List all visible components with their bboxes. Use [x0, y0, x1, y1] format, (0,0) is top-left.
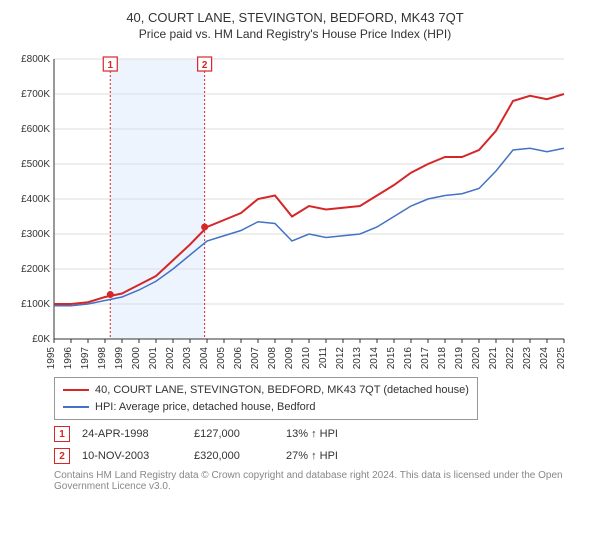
svg-text:£600K: £600K: [21, 124, 50, 135]
footer-note: Contains HM Land Registry data © Crown c…: [54, 470, 574, 492]
svg-text:2011: 2011: [318, 347, 329, 369]
sale-marker: 1: [54, 426, 70, 442]
sale-pct: 27% ↑ HPI: [286, 450, 366, 462]
svg-text:2025: 2025: [556, 347, 567, 369]
svg-text:£300K: £300K: [21, 229, 50, 240]
svg-text:2023: 2023: [522, 347, 533, 369]
sale-row: 2 10-NOV-2003 £320,000 27% ↑ HPI: [54, 448, 580, 464]
svg-text:2000: 2000: [131, 347, 142, 369]
svg-text:1998: 1998: [97, 347, 108, 369]
svg-text:2020: 2020: [471, 347, 482, 369]
svg-text:£100K: £100K: [21, 299, 50, 310]
svg-text:£0K: £0K: [32, 334, 50, 345]
svg-text:2006: 2006: [233, 347, 244, 369]
svg-text:2009: 2009: [284, 347, 295, 369]
sale-price: £320,000: [194, 450, 274, 462]
sale-date: 24-APR-1998: [82, 428, 182, 440]
svg-text:2002: 2002: [165, 347, 176, 369]
sales-table: 1 24-APR-1998 £127,000 13% ↑ HPI 2 10-NOV-200…: [54, 426, 580, 464]
svg-text:£400K: £400K: [21, 194, 50, 205]
svg-text:2: 2: [202, 60, 208, 71]
svg-text:2016: 2016: [403, 347, 414, 369]
legend: 40, COURT LANE, STEVINGTON, BEDFORD, MK4…: [54, 377, 478, 420]
svg-text:2001: 2001: [148, 347, 159, 369]
svg-text:2022: 2022: [505, 347, 516, 369]
legend-label: 40, COURT LANE, STEVINGTON, BEDFORD, MK4…: [95, 382, 469, 399]
svg-text:2021: 2021: [488, 347, 499, 369]
page-subtitle: Price paid vs. HM Land Registry's House …: [10, 27, 580, 41]
legend-swatch: [63, 406, 89, 408]
price-chart: £0K £100K £200K £300K £400K £500K £600K £700K £8…: [10, 49, 570, 369]
sale-pct: 13% ↑ HPI: [286, 428, 366, 440]
svg-text:2005: 2005: [216, 347, 227, 369]
sale-marker: 2: [54, 448, 70, 464]
svg-text:2014: 2014: [369, 347, 380, 369]
svg-text:2019: 2019: [454, 347, 465, 369]
svg-text:2012: 2012: [335, 347, 346, 369]
svg-text:2004: 2004: [199, 347, 210, 369]
svg-text:2003: 2003: [182, 347, 193, 369]
sale-date: 10-NOV-2003: [82, 450, 182, 462]
svg-text:1995: 1995: [46, 347, 57, 369]
page-title: 40, COURT LANE, STEVINGTON, BEDFORD, MK4…: [10, 10, 580, 25]
legend-swatch: [63, 389, 89, 391]
svg-text:£700K: £700K: [21, 89, 50, 100]
svg-text:£500K: £500K: [21, 159, 50, 170]
svg-text:2008: 2008: [267, 347, 278, 369]
svg-text:1: 1: [107, 60, 113, 71]
svg-text:1999: 1999: [114, 347, 125, 369]
legend-item: HPI: Average price, detached house, Bedf…: [63, 399, 469, 416]
svg-text:£200K: £200K: [21, 264, 50, 275]
svg-text:2024: 2024: [539, 347, 550, 369]
svg-text:2007: 2007: [250, 347, 261, 369]
svg-text:2013: 2013: [352, 347, 363, 369]
svg-text:£800K: £800K: [21, 54, 50, 65]
svg-text:2017: 2017: [420, 347, 431, 369]
legend-label: HPI: Average price, detached house, Bedf…: [95, 399, 316, 416]
chart-container: £0K £100K £200K £300K £400K £500K £600K £700K £8…: [10, 49, 580, 369]
legend-item: 40, COURT LANE, STEVINGTON, BEDFORD, MK4…: [63, 382, 469, 399]
svg-text:2010: 2010: [301, 347, 312, 369]
sale-price: £127,000: [194, 428, 274, 440]
svg-text:1997: 1997: [80, 347, 91, 369]
svg-text:1996: 1996: [63, 347, 74, 369]
svg-text:2015: 2015: [386, 347, 397, 369]
svg-text:2018: 2018: [437, 347, 448, 369]
sale-row: 1 24-APR-1998 £127,000 13% ↑ HPI: [54, 426, 580, 442]
